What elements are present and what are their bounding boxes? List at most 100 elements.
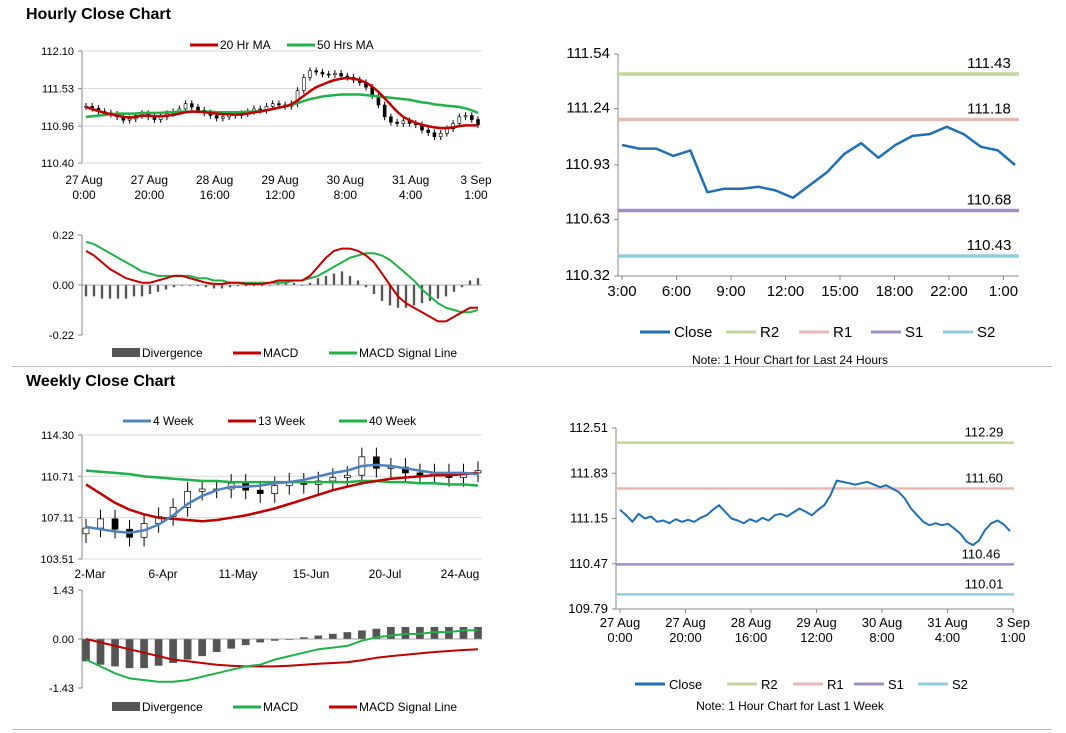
candle-body bbox=[389, 116, 393, 123]
x-tick-label: 12:00 bbox=[800, 630, 833, 645]
close-line bbox=[621, 125, 1016, 200]
divergence-bar bbox=[474, 627, 482, 639]
divergence-bar bbox=[372, 628, 381, 639]
ma50-line bbox=[85, 93, 479, 119]
divergence-bar bbox=[284, 282, 288, 285]
candle-body bbox=[329, 477, 337, 482]
divergence-bar bbox=[420, 285, 424, 304]
x-tick-label: 29 Aug bbox=[796, 615, 837, 630]
candle-body bbox=[198, 488, 206, 492]
y-tick-label: 110.40 bbox=[41, 158, 74, 170]
candle-body bbox=[339, 73, 343, 77]
x-tick-label: 6-Apr bbox=[148, 567, 177, 581]
x-tick-label: 0:00 bbox=[607, 630, 632, 645]
divergence-bar bbox=[436, 285, 440, 299]
divergence-bar bbox=[84, 285, 88, 297]
candle-body bbox=[469, 115, 474, 120]
candle-body bbox=[426, 129, 431, 133]
y-tick-label: 110.47 bbox=[569, 556, 608, 571]
y-tick-label: -0.22 bbox=[49, 330, 74, 342]
level-label-s1: 110.68 bbox=[967, 191, 1012, 208]
x-tick-label: 8:00 bbox=[869, 630, 894, 645]
legend-divergence-swatch bbox=[112, 702, 140, 711]
candle-body bbox=[308, 70, 312, 78]
divergence-bar bbox=[316, 278, 320, 285]
divergence-bar bbox=[227, 639, 236, 649]
divergence-bar bbox=[236, 285, 240, 287]
divergence-bar bbox=[404, 285, 408, 308]
x-tick-label: 3:00 bbox=[607, 283, 636, 300]
divergence-bar bbox=[198, 639, 206, 657]
divergence-bar bbox=[111, 639, 119, 667]
y-tick-label: 112.51 bbox=[569, 420, 608, 435]
legend-divergence-swatch bbox=[112, 348, 140, 357]
candle-body bbox=[333, 73, 337, 76]
close-line bbox=[619, 479, 1011, 547]
divergence-bar bbox=[356, 280, 360, 285]
legend-macd-label: MACD bbox=[263, 700, 299, 714]
divergence-bar bbox=[328, 633, 337, 639]
divergence-bar bbox=[340, 271, 344, 285]
divergence-bar bbox=[270, 639, 279, 641]
divergence-bar bbox=[228, 285, 232, 288]
y-tick-label: 0.00 bbox=[53, 634, 74, 646]
x-tick-label: 4:00 bbox=[935, 630, 960, 645]
divergence-bar bbox=[444, 285, 448, 297]
divergence-bar bbox=[468, 280, 472, 285]
candle-body bbox=[111, 518, 119, 530]
divergence-bar bbox=[154, 639, 163, 666]
weekly-macd-chart: 1.43 0.00 -1.43 Divergence MACD MACD Signal L… bbox=[49, 585, 482, 714]
divergence-bar bbox=[388, 285, 392, 306]
macd-line bbox=[85, 629, 478, 683]
legend-divergence-label: Divergence bbox=[142, 700, 203, 714]
x-tick-label: 16:00 bbox=[200, 188, 230, 202]
divergence-bar bbox=[452, 285, 456, 292]
divergence-bar bbox=[92, 285, 96, 297]
divergence-bar bbox=[276, 283, 280, 285]
candle-body bbox=[401, 120, 406, 124]
candle-body bbox=[127, 118, 132, 121]
candle-body bbox=[445, 128, 449, 134]
divergence-bar bbox=[324, 275, 328, 285]
x-tick-label: 12:00 bbox=[767, 283, 805, 300]
candle-body bbox=[214, 115, 219, 119]
x-tick-label: 30 Aug bbox=[862, 615, 903, 630]
legend-macd-label: MACD bbox=[263, 346, 299, 360]
x-tick-label: 18:00 bbox=[876, 283, 914, 300]
candle-body bbox=[189, 103, 194, 108]
x-tick-label: 9:00 bbox=[716, 283, 745, 300]
divergence-bar bbox=[387, 627, 395, 639]
weekly-section-title: Weekly Close Chart bbox=[26, 373, 176, 390]
divergence-bar bbox=[412, 285, 416, 306]
candle-body bbox=[184, 490, 191, 508]
divergence-bar bbox=[100, 285, 104, 299]
divergence-bar bbox=[380, 285, 384, 301]
level-label-r1: 111.60 bbox=[965, 471, 1003, 486]
divergence-bar bbox=[292, 282, 296, 285]
candle-body bbox=[432, 132, 437, 137]
divergence-bar bbox=[108, 285, 112, 299]
x-tick-label: 20:00 bbox=[669, 630, 702, 645]
divergence-bar bbox=[358, 630, 366, 639]
y-tick-label: 109.79 bbox=[568, 601, 608, 616]
x-tick-label: 31 Aug bbox=[927, 615, 968, 630]
hourly-macd-chart: 0.22 0.00 -0.22 Divergence MACD MACD Signal L… bbox=[49, 230, 482, 360]
y-tick-label: -1.43 bbox=[49, 683, 74, 695]
legend-label-r2: R2 bbox=[761, 677, 778, 692]
ma20-line bbox=[85, 76, 478, 130]
candle-body bbox=[438, 133, 443, 137]
divergence-bar bbox=[476, 278, 480, 285]
divergence-bar bbox=[343, 632, 352, 639]
chart-note: Note: 1 Hour Chart for Last 1 Week bbox=[696, 699, 885, 713]
x-tick-label: 20-Jul bbox=[369, 567, 402, 581]
divergence-bar bbox=[172, 285, 176, 288]
y-tick-label: 111.53 bbox=[42, 84, 74, 96]
x-tick-label: 3 Sep bbox=[996, 615, 1030, 630]
divergence-bar bbox=[196, 285, 200, 287]
x-tick-label: 1:00 bbox=[989, 283, 1018, 300]
divergence-bar bbox=[252, 285, 256, 287]
candle-body bbox=[270, 103, 275, 107]
divergence-bar bbox=[285, 639, 294, 640]
candle-body bbox=[395, 121, 399, 124]
divergence-bar bbox=[116, 285, 120, 299]
